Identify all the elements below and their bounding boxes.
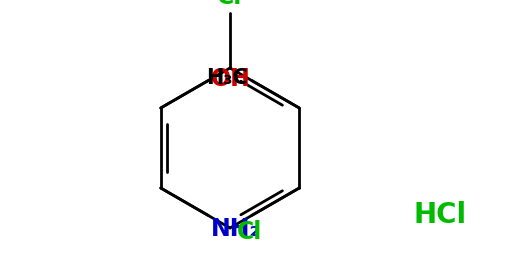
Text: Cl: Cl xyxy=(217,0,243,9)
Text: H₃C: H₃C xyxy=(206,68,248,89)
Text: OH: OH xyxy=(211,67,251,91)
Text: Cl: Cl xyxy=(237,219,262,243)
Text: HCl: HCl xyxy=(413,201,466,229)
Text: NH₂: NH₂ xyxy=(211,217,261,242)
